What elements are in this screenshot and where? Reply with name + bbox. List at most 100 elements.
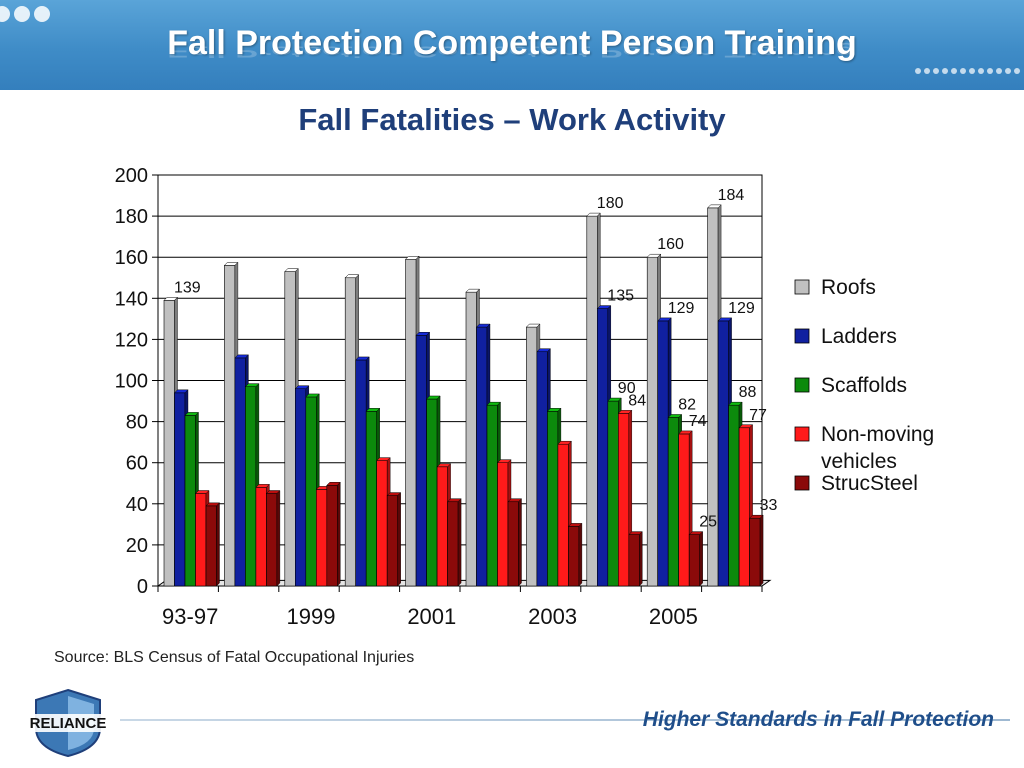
x-tick-label: 2003 xyxy=(528,604,577,629)
bar xyxy=(486,404,498,587)
legend-swatch xyxy=(794,279,810,295)
bar-side xyxy=(276,490,281,587)
bar xyxy=(344,277,357,587)
bar xyxy=(405,258,417,587)
bar xyxy=(355,359,367,587)
bar xyxy=(678,433,690,587)
bar xyxy=(688,534,701,587)
y-tick-label: 0 xyxy=(137,576,148,598)
data-label: 135 xyxy=(607,288,634,305)
bar xyxy=(717,320,729,587)
bar xyxy=(646,256,659,587)
data-label: 25 xyxy=(699,514,717,531)
header-bar: Fall Protection Competent Person Trainin… xyxy=(0,0,1024,90)
bar xyxy=(326,485,338,587)
bar xyxy=(184,415,196,587)
y-tick-label: 120 xyxy=(115,329,148,351)
y-tick-label: 140 xyxy=(115,288,148,310)
logo-text: RELIANCE xyxy=(30,715,107,732)
bar xyxy=(617,413,630,587)
bar xyxy=(557,443,569,587)
bar xyxy=(386,495,399,587)
bar xyxy=(749,517,761,587)
legend-swatch xyxy=(794,328,810,344)
bar-side xyxy=(759,514,764,587)
bar xyxy=(205,505,217,587)
data-label: 88 xyxy=(739,384,757,401)
footer-tagline: Higher Standards in Fall Protection xyxy=(642,708,994,731)
bar xyxy=(234,357,246,587)
legend-swatch xyxy=(794,426,810,442)
bar xyxy=(536,351,548,587)
bar xyxy=(266,493,278,587)
data-label: 160 xyxy=(657,236,684,253)
y-tick-label: 20 xyxy=(126,535,148,557)
y-tick-label: 60 xyxy=(126,453,148,475)
source-note: Source: BLS Census of Fatal Occupational… xyxy=(54,649,415,666)
data-label: 33 xyxy=(760,497,778,514)
bar xyxy=(465,291,477,587)
bar xyxy=(365,411,378,587)
x-tick-label: 93-97 xyxy=(162,604,218,629)
bar xyxy=(415,334,427,587)
bar xyxy=(245,386,257,587)
x-tick-label: 1999 xyxy=(287,604,336,629)
bar xyxy=(497,462,509,587)
header-dots-right xyxy=(915,68,1020,74)
bar xyxy=(507,501,519,587)
bar-side xyxy=(216,502,220,587)
bar xyxy=(728,404,740,587)
data-label: 90 xyxy=(618,380,636,397)
bar xyxy=(163,300,175,587)
bar-side xyxy=(639,531,643,587)
bar xyxy=(447,501,459,587)
x-tick-label: 2001 xyxy=(407,604,456,629)
y-tick-label: 100 xyxy=(115,371,148,393)
bar xyxy=(255,487,267,587)
bar xyxy=(667,417,680,587)
data-label: 77 xyxy=(749,407,767,424)
y-tick-label: 200 xyxy=(115,165,148,187)
data-label: 184 xyxy=(718,187,745,204)
legend-label: Non-moving vehicles xyxy=(821,423,934,473)
bar xyxy=(305,396,317,587)
bar xyxy=(607,400,619,587)
bar xyxy=(596,308,609,587)
bar xyxy=(195,493,207,587)
y-tick-label: 180 xyxy=(115,206,148,228)
data-label: 180 xyxy=(597,195,624,212)
data-label: 84 xyxy=(628,392,646,409)
header-dots-decoration xyxy=(0,6,50,22)
bar-side xyxy=(518,498,522,587)
bar xyxy=(174,392,186,587)
bar xyxy=(315,489,328,587)
bar xyxy=(376,460,388,587)
x-tick-label: 2005 xyxy=(649,604,698,629)
legend-label: Ladders xyxy=(821,325,897,348)
bar xyxy=(526,326,538,587)
bar-side xyxy=(397,492,401,587)
bar xyxy=(426,398,438,587)
bar xyxy=(628,534,640,587)
legend-swatch xyxy=(794,475,810,491)
bar-side xyxy=(457,498,462,587)
bar xyxy=(284,271,296,587)
bar-side xyxy=(699,531,703,587)
legend-label: StrucSteel xyxy=(821,472,918,495)
data-label: 82 xyxy=(678,396,696,413)
bar xyxy=(436,466,448,587)
data-label: 139 xyxy=(174,279,201,296)
bar xyxy=(547,411,559,587)
data-label: 129 xyxy=(668,300,695,317)
bar-side xyxy=(578,522,583,587)
fatalities-bar-chart: 0 20 40 60 80 100 120 140 160 180 200 93-97 1999 2001… xyxy=(115,165,935,629)
bar xyxy=(738,427,750,587)
bar xyxy=(657,320,669,587)
y-tick-label: 40 xyxy=(126,494,148,516)
legend-label: Scaffolds xyxy=(821,374,907,397)
data-label: 74 xyxy=(689,413,707,430)
bar xyxy=(568,526,580,587)
bar-side xyxy=(337,481,341,587)
slide-subtitle: Fall Fatalities – Work Activity xyxy=(298,102,726,137)
bar xyxy=(476,326,488,587)
